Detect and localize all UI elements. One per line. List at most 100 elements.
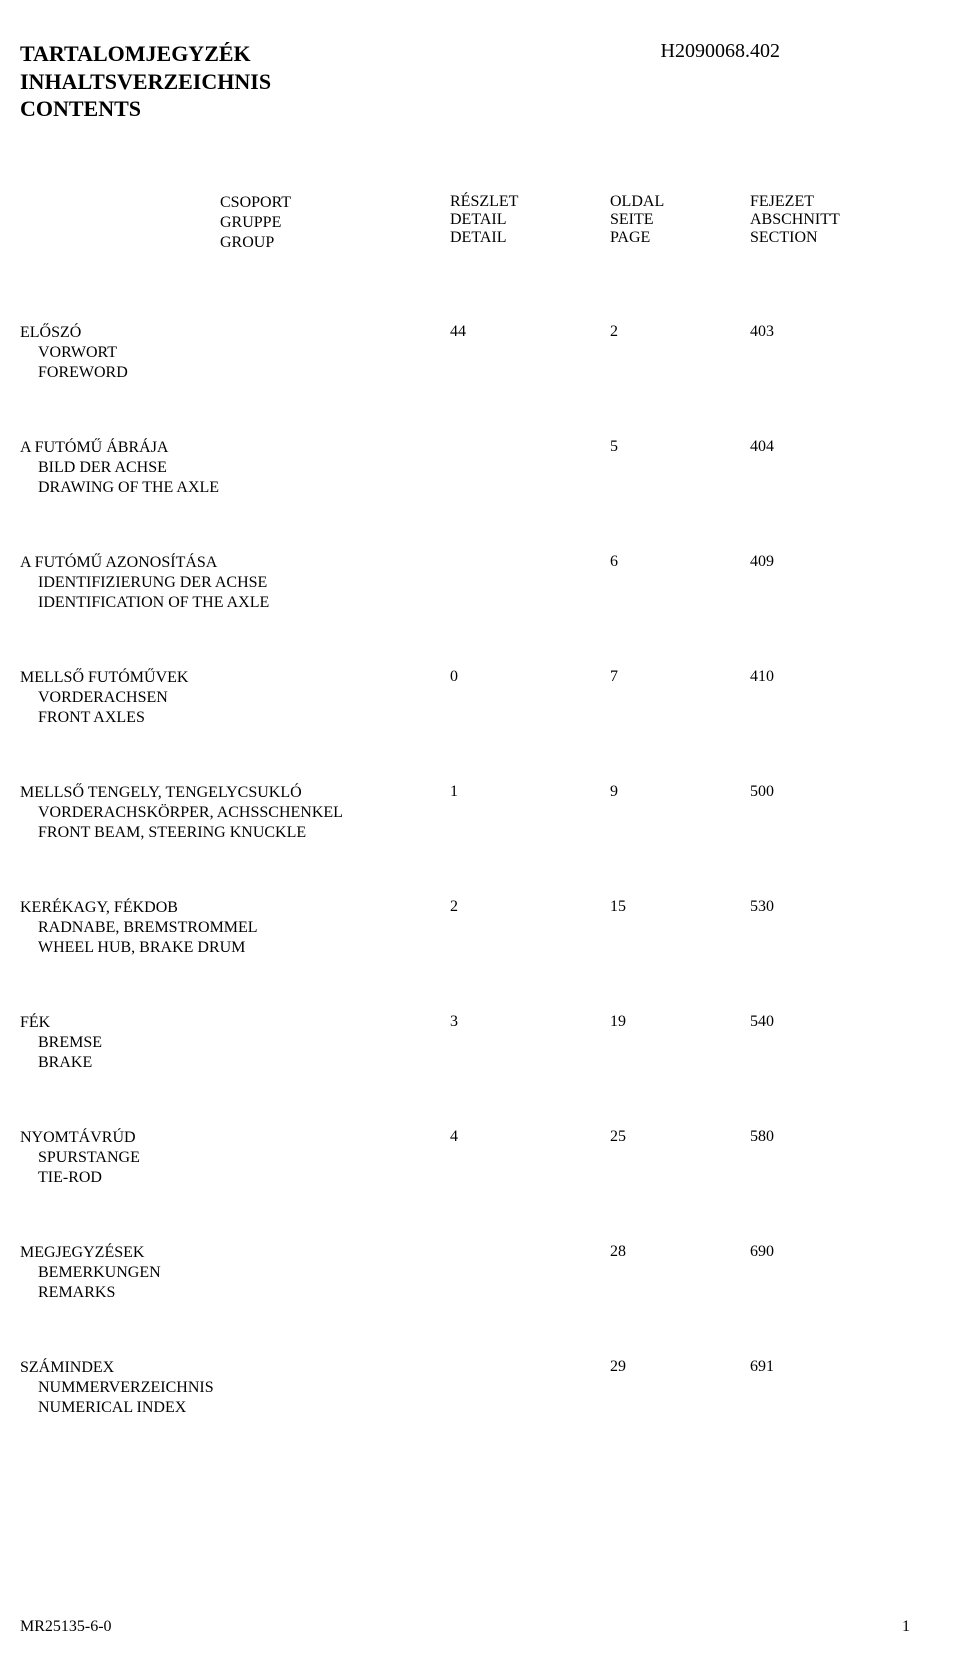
- entry-page: 29: [610, 1358, 750, 1418]
- entry-label: A FUTÓMŰ AZONOSÍTÁSAIDENTIFIZIERUNG DER …: [20, 553, 450, 613]
- toc-entries: ELŐSZÓVORWORTFOREWORD442403 A FUTÓMŰ ÁBRÁ…: [20, 323, 910, 1418]
- title-de: INHALTSVERZEICHNIS: [20, 68, 271, 96]
- col-group-de: GRUPPE: [220, 213, 450, 233]
- entry-label-de: BEMERKUNGEN: [20, 1263, 450, 1283]
- entry-label-hu: MEGJEGYZÉSEK: [20, 1243, 450, 1263]
- entry-label-de: VORDERACHSEN: [20, 688, 450, 708]
- entry-label-hu: MELLSŐ FUTÓMŰVEK: [20, 668, 450, 688]
- toc-entry: MELLSŐ FUTÓMŰVEKVORDERACHSENFRONT AXLES0…: [20, 668, 910, 728]
- entry-section: 540: [750, 1013, 910, 1073]
- entry-detail: [450, 1358, 610, 1418]
- document-id: H2090068.402: [661, 40, 910, 63]
- entry-label-hu: KERÉKAGY, FÉKDOB: [20, 898, 450, 918]
- entry-label-de: SPURSTANGE: [20, 1148, 450, 1168]
- col-section-hu: FEJEZET: [750, 193, 910, 211]
- entry-label: FÉKBREMSEBRAKE: [20, 1013, 450, 1073]
- entry-label: KERÉKAGY, FÉKDOBRADNABE, BREMSTROMMELWHE…: [20, 898, 450, 958]
- col-page-en: PAGE: [610, 229, 750, 247]
- document-title: TARTALOMJEGYZÉK INHALTSVERZEICHNIS CONTE…: [20, 40, 271, 123]
- entry-detail: 3: [450, 1013, 610, 1073]
- entry-label-de: BREMSE: [20, 1033, 450, 1053]
- entry-label: MEGJEGYZÉSEKBEMERKUNGENREMARKS: [20, 1243, 450, 1303]
- title-hu: TARTALOMJEGYZÉK: [20, 40, 271, 68]
- entry-label-de: RADNABE, BREMSTROMMEL: [20, 918, 450, 938]
- footer-right: 1: [902, 1618, 910, 1636]
- entry-label-de: VORWORT: [20, 343, 450, 363]
- entry-page: 19: [610, 1013, 750, 1073]
- toc-entry: ELŐSZÓVORWORTFOREWORD442403: [20, 323, 910, 383]
- entry-label: MELLSŐ TENGELY, TENGELYCSUKLÓVORDERACHSK…: [20, 783, 450, 843]
- toc-entry: SZÁMINDEXNUMMERVERZEICHNISNUMERICAL INDE…: [20, 1358, 910, 1418]
- entry-section: 530: [750, 898, 910, 958]
- page-footer: MR25135-6-0 1: [20, 1618, 910, 1636]
- entry-label: A FUTÓMŰ ÁBRÁJABILD DER ACHSEDRAWING OF …: [20, 438, 450, 498]
- toc-entry: NYOMTÁVRÚDSPURSTANGETIE-ROD425580: [20, 1128, 910, 1188]
- entry-label-hu: NYOMTÁVRÚD: [20, 1128, 450, 1148]
- entry-label-en: FRONT AXLES: [20, 708, 450, 728]
- entry-label: NYOMTÁVRÚDSPURSTANGETIE-ROD: [20, 1128, 450, 1188]
- col-group: CSOPORT GRUPPE GROUP: [20, 193, 450, 253]
- entry-label-en: IDENTIFICATION OF THE AXLE: [20, 593, 450, 613]
- col-page-de: SEITE: [610, 211, 750, 229]
- toc-entry: FÉKBREMSEBRAKE319540: [20, 1013, 910, 1073]
- entry-detail: [450, 553, 610, 613]
- column-headers: CSOPORT GRUPPE GROUP RÉSZLET DETAIL DETA…: [20, 193, 910, 253]
- col-detail-de: DETAIL: [450, 211, 610, 229]
- entry-label-en: NUMERICAL INDEX: [20, 1398, 450, 1418]
- col-group-hu: CSOPORT: [220, 193, 450, 213]
- entry-page: 7: [610, 668, 750, 728]
- entry-page: 15: [610, 898, 750, 958]
- entry-detail: 4: [450, 1128, 610, 1188]
- entry-detail: 1: [450, 783, 610, 843]
- entry-page: 9: [610, 783, 750, 843]
- entry-page: 5: [610, 438, 750, 498]
- entry-label-hu: FÉK: [20, 1013, 450, 1033]
- col-page: OLDAL SEITE PAGE: [610, 193, 750, 253]
- col-section-en: SECTION: [750, 229, 910, 247]
- col-section: FEJEZET ABSCHNITT SECTION: [750, 193, 910, 253]
- entry-label-en: REMARKS: [20, 1283, 450, 1303]
- entry-label-de: IDENTIFIZIERUNG DER ACHSE: [20, 573, 450, 593]
- entry-label-hu: ELŐSZÓ: [20, 323, 450, 343]
- entry-label-en: BRAKE: [20, 1053, 450, 1073]
- entry-section: 404: [750, 438, 910, 498]
- col-section-de: ABSCHNITT: [750, 211, 910, 229]
- col-page-hu: OLDAL: [610, 193, 750, 211]
- entry-page: 28: [610, 1243, 750, 1303]
- page-header: TARTALOMJEGYZÉK INHALTSVERZEICHNIS CONTE…: [20, 40, 910, 123]
- entry-detail: 0: [450, 668, 610, 728]
- entry-section: 580: [750, 1128, 910, 1188]
- col-group-en: GROUP: [220, 233, 450, 253]
- entry-page: 25: [610, 1128, 750, 1188]
- toc-entry: MELLSŐ TENGELY, TENGELYCSUKLÓVORDERACHSK…: [20, 783, 910, 843]
- entry-page: 2: [610, 323, 750, 383]
- entry-label-en: TIE-ROD: [20, 1168, 450, 1188]
- entry-label: ELŐSZÓVORWORTFOREWORD: [20, 323, 450, 383]
- entry-label-en: DRAWING OF THE AXLE: [20, 478, 450, 498]
- entry-section: 691: [750, 1358, 910, 1418]
- entry-label-hu: SZÁMINDEX: [20, 1358, 450, 1378]
- toc-entry: A FUTÓMŰ AZONOSÍTÁSAIDENTIFIZIERUNG DER …: [20, 553, 910, 613]
- col-detail-en: DETAIL: [450, 229, 610, 247]
- entry-section: 409: [750, 553, 910, 613]
- entry-section: 500: [750, 783, 910, 843]
- entry-detail: 2: [450, 898, 610, 958]
- entry-section: 410: [750, 668, 910, 728]
- entry-page: 6: [610, 553, 750, 613]
- entry-section: 690: [750, 1243, 910, 1303]
- entry-detail: [450, 1243, 610, 1303]
- toc-entry: KERÉKAGY, FÉKDOBRADNABE, BREMSTROMMELWHE…: [20, 898, 910, 958]
- col-detail-hu: RÉSZLET: [450, 193, 610, 211]
- entry-label-hu: A FUTÓMŰ ÁBRÁJA: [20, 438, 450, 458]
- entry-label-hu: MELLSŐ TENGELY, TENGELYCSUKLÓ: [20, 783, 450, 803]
- toc-entry: MEGJEGYZÉSEKBEMERKUNGENREMARKS 28690: [20, 1243, 910, 1303]
- title-en: CONTENTS: [20, 95, 271, 123]
- entry-label-en: FRONT BEAM, STEERING KNUCKLE: [20, 823, 450, 843]
- entry-label-de: BILD DER ACHSE: [20, 458, 450, 478]
- entry-label-en: FOREWORD: [20, 363, 450, 383]
- entry-label-de: VORDERACHSKÖRPER, ACHSSCHENKEL: [20, 803, 450, 823]
- entry-section: 403: [750, 323, 910, 383]
- entry-detail: [450, 438, 610, 498]
- entry-label-de: NUMMERVERZEICHNIS: [20, 1378, 450, 1398]
- footer-left: MR25135-6-0: [20, 1618, 112, 1636]
